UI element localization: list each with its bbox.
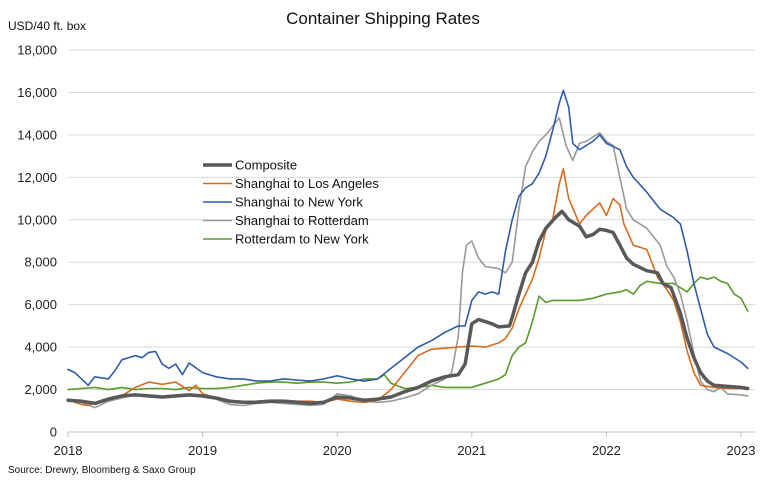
x-tick-label: 2018 bbox=[54, 443, 83, 458]
y-tick-label: 6,000 bbox=[24, 297, 57, 312]
x-tick-label: 2023 bbox=[727, 443, 756, 458]
y-tick-label: 0 bbox=[50, 425, 57, 440]
series-line-shanghai-to-los-angeles bbox=[67, 168, 749, 407]
series-line-shanghai-to-rotterdam bbox=[67, 117, 749, 409]
y-tick-label: 2,000 bbox=[24, 382, 57, 397]
series-line-shanghai-to-new-york bbox=[67, 89, 749, 387]
series-lines bbox=[66, 89, 750, 409]
series-line-composite bbox=[66, 209, 750, 406]
legend-label: Shanghai to New York bbox=[235, 195, 363, 210]
chart-title: Container Shipping Rates bbox=[286, 9, 480, 28]
gridlines bbox=[68, 49, 755, 391]
x-tick-label: 2020 bbox=[323, 443, 352, 458]
x-tick-label: 2022 bbox=[592, 443, 621, 458]
legend-label: Rotterdam to New York bbox=[235, 232, 369, 247]
axes: 0 2,000 4,000 6,000 8,000 10,000 12,000 14,000 1… bbox=[17, 43, 755, 459]
legend-label: Shanghai to Rotterdam bbox=[235, 213, 369, 228]
y-tick-label: 16,000 bbox=[17, 85, 57, 100]
legend: Composite Shanghai to Los Angeles Shanghai… bbox=[203, 158, 379, 247]
y-tick-label: 18,000 bbox=[17, 43, 57, 58]
y-tick-label: 10,000 bbox=[17, 212, 57, 227]
y-tick-label: 8,000 bbox=[24, 255, 57, 270]
y-tick-label: 12,000 bbox=[17, 170, 57, 185]
y-tick-label: 14,000 bbox=[17, 127, 57, 142]
source-note: Source: Drewry, Bloomberg & Saxo Group bbox=[8, 465, 196, 476]
x-tick-label: 2021 bbox=[457, 443, 486, 458]
y-tick-label: 4,000 bbox=[24, 340, 57, 355]
series-line-rotterdam-to-new-york bbox=[67, 276, 749, 391]
y-axis-unit-label: USD/40 ft. box bbox=[8, 19, 86, 33]
x-tick-label: 2019 bbox=[188, 443, 217, 458]
legend-label: Shanghai to Los Angeles bbox=[235, 176, 379, 191]
legend-label: Composite bbox=[235, 158, 297, 173]
